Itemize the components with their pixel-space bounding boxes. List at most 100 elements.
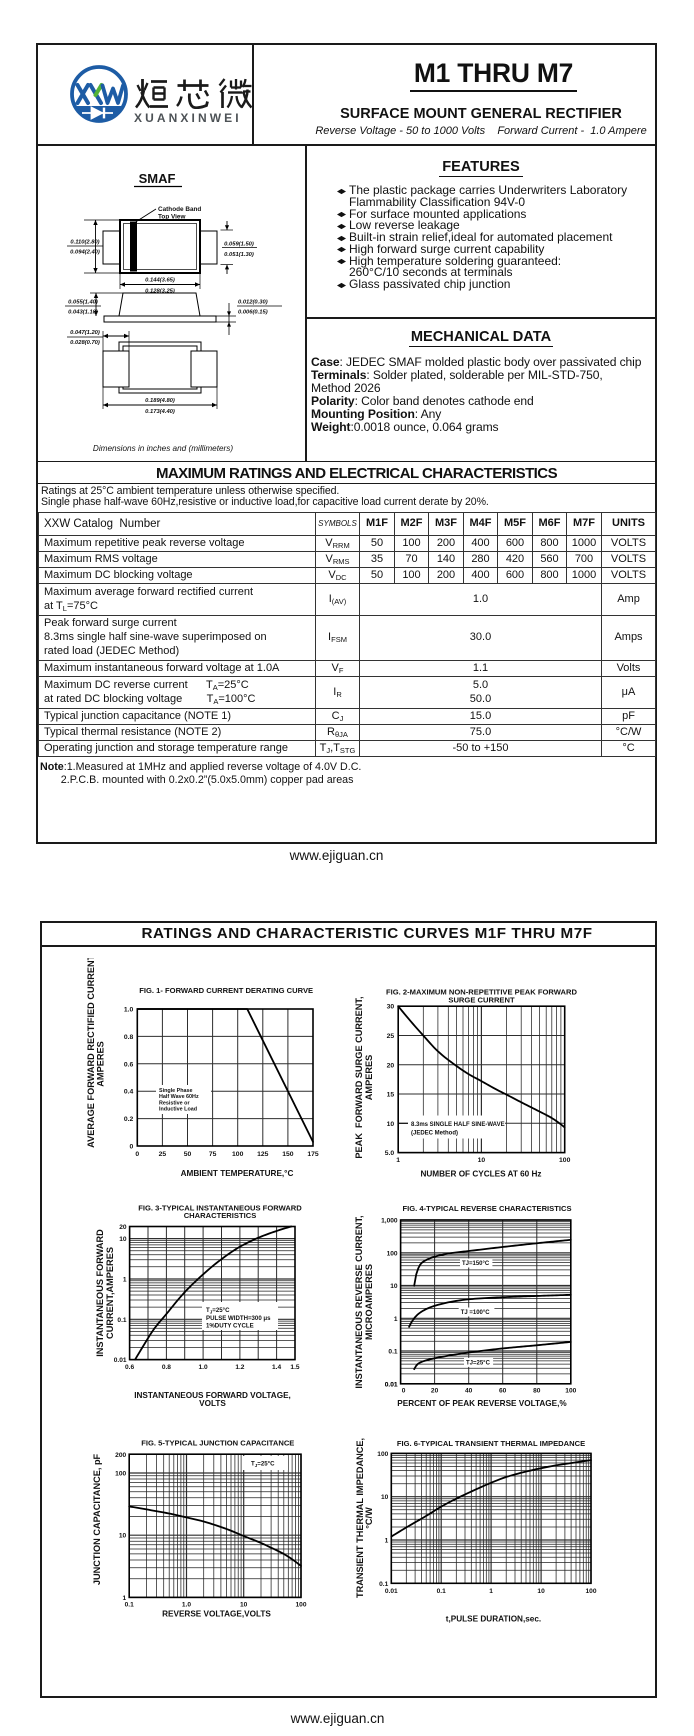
svg-text:0.6: 0.6 (125, 1364, 134, 1371)
svg-text:TJ=25°C: TJ=25°C (206, 1307, 230, 1315)
svg-text:INSTANTANEOUS FORWARD VOLTAGE,: INSTANTANEOUS FORWARD VOLTAGE, (134, 1391, 291, 1400)
svg-text:40: 40 (465, 1388, 473, 1395)
svg-text:1.0: 1.0 (124, 1007, 134, 1014)
svg-text:°C/W: °C/W (364, 1507, 374, 1529)
svg-text:AMBIENT TEMPERATURE,°C: AMBIENT TEMPERATURE,°C (181, 1169, 294, 1178)
svg-text:10: 10 (537, 1588, 545, 1595)
svg-text:20: 20 (119, 1224, 127, 1231)
svg-text:5.0: 5.0 (385, 1150, 395, 1157)
svg-text:1.4: 1.4 (272, 1364, 281, 1371)
svg-text:1: 1 (489, 1588, 493, 1595)
svg-text:1,000: 1,000 (381, 1218, 398, 1225)
svg-text:0: 0 (402, 1388, 406, 1395)
svg-text:0.6: 0.6 (124, 1061, 134, 1068)
svg-text:CHARACTERISTICS: CHARACTERISTICS (184, 1211, 257, 1220)
svg-text:REVERSE VOLTAGE,VOLTS: REVERSE VOLTAGE,VOLTS (162, 1610, 271, 1619)
svg-text:10: 10 (390, 1283, 398, 1290)
svg-text:FIG. 1- FORWARD CURRENT DERATI: FIG. 1- FORWARD CURRENT DERATING CURVE (139, 986, 313, 995)
svg-text:0.059(1.50): 0.059(1.50) (224, 242, 254, 248)
svg-text:TJ =100°C: TJ =100°C (461, 1310, 491, 1316)
svg-text:1: 1 (123, 1595, 127, 1602)
svg-text:60: 60 (499, 1388, 507, 1395)
svg-text:0.043(1.10): 0.043(1.10) (68, 310, 98, 316)
svg-text:0.047(1.20): 0.047(1.20) (70, 330, 100, 336)
svg-text:CURRENT,AMPERES: CURRENT,AMPERES (105, 1247, 115, 1339)
svg-text:100: 100 (232, 1151, 244, 1158)
svg-text:1.0: 1.0 (182, 1602, 191, 1609)
svg-text:1: 1 (385, 1538, 389, 1545)
svg-text:10: 10 (119, 1236, 127, 1243)
svg-text:VOLTS: VOLTS (199, 1399, 226, 1408)
svg-text:FIG. 6-TYPICAL TRANSIENT THERM: FIG. 6-TYPICAL TRANSIENT THERMAL IMPEDAN… (397, 1439, 585, 1448)
svg-text:t,PULSE DURATION,sec.: t,PULSE DURATION,sec. (446, 1615, 541, 1624)
svg-text:Inductive Load: Inductive Load (159, 1107, 197, 1113)
svg-text:Top View: Top View (158, 214, 185, 221)
svg-text:(JEDEC Method): (JEDEC Method) (411, 1131, 458, 1137)
svg-text:Resistive or: Resistive or (159, 1100, 190, 1106)
svg-text:1.2: 1.2 (235, 1364, 244, 1371)
svg-text:FIG. 2-MAXIMUM NON-REPETITIVE: FIG. 2-MAXIMUM NON-REPETITIVE PEAK FORWA… (386, 988, 577, 997)
svg-text:25: 25 (159, 1151, 167, 1158)
svg-text:TJ=25°C: TJ=25°C (466, 1360, 491, 1366)
svg-text:PEAK FORWARD SURGE CURRENT,: PEAK FORWARD SURGE CURRENT, (354, 996, 364, 1158)
svg-text:125: 125 (257, 1151, 269, 1158)
svg-text:Dimensions in inches and (mill: Dimensions in inches and (millimeters) (93, 444, 233, 453)
svg-text:15: 15 (387, 1092, 395, 1099)
svg-text:10: 10 (387, 1121, 395, 1128)
svg-text:PERCENT OF PEAK REVERSE VOLTAG: PERCENT OF PEAK REVERSE VOLTAGE,% (397, 1399, 567, 1408)
svg-text:0.01: 0.01 (385, 1588, 398, 1595)
svg-text:0: 0 (135, 1151, 139, 1158)
svg-text:75: 75 (209, 1151, 217, 1158)
svg-text:25: 25 (387, 1033, 395, 1040)
svg-text:0.1: 0.1 (388, 1349, 397, 1356)
svg-text:10: 10 (381, 1494, 389, 1501)
svg-text:0.01: 0.01 (385, 1381, 398, 1388)
svg-text:100: 100 (377, 1451, 388, 1458)
svg-text:100: 100 (387, 1250, 398, 1257)
svg-text:100: 100 (585, 1588, 596, 1595)
svg-text:1.0: 1.0 (199, 1364, 208, 1371)
svg-text:Half Wave 60Hz: Half Wave 60Hz (159, 1094, 199, 1100)
svg-text:SURGE CURRENT: SURGE CURRENT (448, 995, 515, 1004)
svg-text:20: 20 (387, 1062, 395, 1069)
svg-text:MICROAMPERES: MICROAMPERES (364, 1264, 374, 1340)
svg-text:SMAF: SMAF (139, 171, 176, 186)
svg-text:JUNCTION CAPACITANCE, pF: JUNCTION CAPACITANCE, pF (92, 1453, 102, 1585)
svg-text:150: 150 (282, 1151, 294, 1158)
svg-text:0.055(1.40): 0.055(1.40) (68, 300, 98, 306)
svg-text:20: 20 (431, 1388, 439, 1395)
svg-text:50: 50 (184, 1151, 192, 1158)
svg-text:FIG. 4-TYPICAL REVERSE CHARACT: FIG. 4-TYPICAL REVERSE CHARACTERISTICS (402, 1204, 571, 1213)
svg-text:1: 1 (123, 1277, 127, 1284)
svg-text:0.012(0.30): 0.012(0.30) (238, 300, 268, 306)
svg-text:30: 30 (387, 1004, 395, 1011)
svg-text:100: 100 (295, 1602, 306, 1609)
svg-text:1: 1 (394, 1316, 398, 1323)
svg-text:PULSE WIDTH=300 μs: PULSE WIDTH=300 μs (206, 1315, 271, 1322)
svg-text:0.110(2.80): 0.110(2.80) (70, 240, 99, 246)
svg-text:0.1: 0.1 (117, 1317, 126, 1324)
svg-text:80: 80 (533, 1388, 541, 1395)
svg-text:NUMBER OF CYCLES AT 60 Hz: NUMBER OF CYCLES AT 60 Hz (420, 1169, 541, 1178)
svg-text:FIG. 5-TYPICAL JUNCTION CAPACI: FIG. 5-TYPICAL JUNCTION CAPACITANCE (141, 1438, 294, 1447)
svg-text:175: 175 (307, 1151, 319, 1158)
svg-text:AVERAGE FORWARD RECTIFIED CURR: AVERAGE FORWARD RECTIFIED CURRENT, (86, 958, 96, 1148)
svg-text:Single Phase: Single Phase (159, 1088, 193, 1094)
svg-text:10: 10 (119, 1533, 127, 1540)
svg-text:0.01: 0.01 (114, 1357, 127, 1364)
svg-text:0.094(2.40): 0.094(2.40) (70, 250, 100, 256)
svg-text:0.173(4.40): 0.173(4.40) (145, 409, 175, 415)
svg-text:0.2: 0.2 (124, 1116, 134, 1123)
svg-text:100: 100 (565, 1388, 576, 1395)
svg-text:0.128(3.25): 0.128(3.25) (145, 289, 175, 295)
svg-text:0.189(4.80): 0.189(4.80) (145, 398, 175, 404)
svg-text:100: 100 (115, 1471, 126, 1478)
svg-text:0.006(0.15): 0.006(0.15) (238, 310, 268, 316)
svg-text:0: 0 (130, 1144, 134, 1151)
svg-text:0.028(0.70): 0.028(0.70) (70, 340, 100, 346)
svg-text:TJ=150°C: TJ=150°C (462, 1261, 490, 1267)
svg-text:AMPERES: AMPERES (96, 1041, 106, 1086)
svg-text:10: 10 (240, 1602, 248, 1609)
svg-text:0.1: 0.1 (437, 1588, 446, 1595)
svg-text:TRANSIENT THERMAL IMPEDANCE,: TRANSIENT THERMAL IMPEDANCE, (355, 1438, 365, 1598)
